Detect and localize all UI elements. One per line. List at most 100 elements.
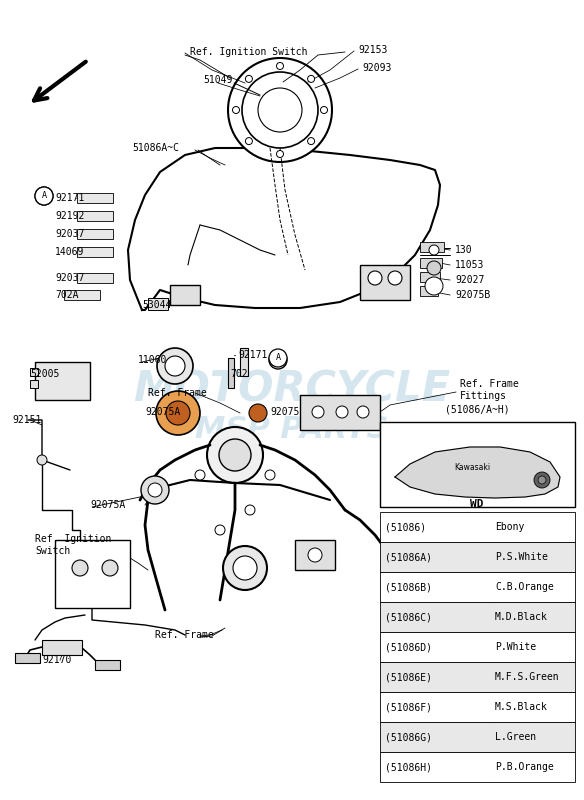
Circle shape bbox=[276, 62, 283, 70]
Circle shape bbox=[249, 404, 267, 422]
Bar bbox=[77, 193, 113, 203]
Text: 92075A: 92075A bbox=[145, 407, 180, 417]
Text: A: A bbox=[41, 191, 47, 201]
Text: 702: 702 bbox=[230, 369, 248, 379]
Bar bbox=[420, 286, 438, 296]
Text: (51086/A~H): (51086/A~H) bbox=[444, 404, 509, 414]
Text: A: A bbox=[276, 355, 280, 365]
Text: 92151: 92151 bbox=[12, 415, 41, 425]
Circle shape bbox=[276, 150, 283, 158]
Text: P.S.White: P.S.White bbox=[495, 552, 548, 562]
Polygon shape bbox=[128, 148, 440, 310]
Bar bbox=[30, 380, 38, 388]
Bar bbox=[420, 258, 442, 268]
Bar bbox=[380, 512, 575, 542]
Text: (51086): (51086) bbox=[385, 522, 426, 532]
Bar bbox=[30, 368, 38, 376]
Text: 11060: 11060 bbox=[138, 355, 168, 365]
Polygon shape bbox=[395, 447, 560, 498]
Circle shape bbox=[245, 138, 252, 145]
Text: (51086B): (51086B) bbox=[385, 582, 432, 592]
Bar bbox=[420, 242, 444, 252]
Text: Ref. Frame
Fittings: Ref. Frame Fittings bbox=[460, 379, 519, 401]
Circle shape bbox=[233, 556, 257, 580]
Circle shape bbox=[312, 406, 324, 418]
Bar bbox=[64, 290, 100, 300]
Bar bbox=[77, 247, 113, 257]
Circle shape bbox=[242, 72, 318, 148]
Text: C.B.Orange: C.B.Orange bbox=[495, 582, 554, 592]
Bar bbox=[380, 542, 575, 572]
Circle shape bbox=[388, 271, 402, 285]
Circle shape bbox=[534, 472, 550, 488]
Circle shape bbox=[141, 476, 169, 504]
Text: (51086C): (51086C) bbox=[385, 612, 432, 622]
Circle shape bbox=[269, 351, 287, 369]
Text: 52005: 52005 bbox=[30, 369, 60, 379]
Bar bbox=[95, 660, 120, 670]
Bar bbox=[15, 653, 40, 663]
Text: 11053: 11053 bbox=[455, 260, 484, 270]
Circle shape bbox=[245, 505, 255, 515]
Circle shape bbox=[308, 548, 322, 562]
Circle shape bbox=[308, 138, 315, 145]
Circle shape bbox=[35, 187, 53, 205]
Bar bbox=[55, 540, 130, 608]
Text: 92075B: 92075B bbox=[455, 290, 490, 300]
Circle shape bbox=[321, 106, 328, 114]
Circle shape bbox=[232, 106, 239, 114]
Text: Kawasaki: Kawasaki bbox=[454, 462, 490, 471]
Circle shape bbox=[156, 391, 200, 435]
Text: (51086F): (51086F) bbox=[385, 702, 432, 712]
Text: 702A: 702A bbox=[55, 290, 78, 300]
Circle shape bbox=[269, 349, 287, 367]
Bar bbox=[380, 662, 575, 692]
Text: 92170: 92170 bbox=[42, 655, 71, 665]
Bar bbox=[300, 395, 380, 430]
Text: Ref. Frame: Ref. Frame bbox=[155, 630, 214, 640]
Circle shape bbox=[228, 58, 332, 162]
Bar bbox=[42, 640, 82, 655]
Text: 92192: 92192 bbox=[55, 211, 84, 221]
Text: 92153: 92153 bbox=[358, 45, 387, 55]
Text: (51086D): (51086D) bbox=[385, 642, 432, 652]
Circle shape bbox=[165, 356, 185, 376]
Circle shape bbox=[368, 271, 382, 285]
Text: MSP PARTS: MSP PARTS bbox=[195, 415, 389, 445]
Circle shape bbox=[102, 560, 118, 576]
Circle shape bbox=[427, 261, 441, 275]
Bar bbox=[228, 358, 234, 388]
Circle shape bbox=[215, 525, 225, 535]
Circle shape bbox=[336, 406, 348, 418]
Bar bbox=[170, 285, 200, 305]
Circle shape bbox=[258, 88, 302, 132]
Text: M.F.S.Green: M.F.S.Green bbox=[495, 672, 559, 682]
Text: (51086H): (51086H) bbox=[385, 762, 432, 772]
Bar bbox=[380, 422, 575, 507]
Bar bbox=[35, 362, 90, 400]
Text: 92093: 92093 bbox=[362, 63, 391, 73]
Text: 92075: 92075 bbox=[270, 407, 300, 417]
Circle shape bbox=[245, 75, 252, 82]
Text: 92037: 92037 bbox=[55, 229, 84, 239]
Bar bbox=[77, 273, 113, 283]
Text: 14069: 14069 bbox=[55, 247, 84, 257]
Text: MOTORCYCLE: MOTORCYCLE bbox=[134, 369, 450, 411]
Circle shape bbox=[72, 560, 88, 576]
Bar bbox=[360, 265, 410, 300]
Circle shape bbox=[219, 439, 251, 471]
Circle shape bbox=[429, 245, 439, 255]
Bar bbox=[295, 540, 335, 570]
Text: L.Green: L.Green bbox=[495, 732, 536, 742]
Text: (51086G): (51086G) bbox=[385, 732, 432, 742]
Text: M.S.Black: M.S.Black bbox=[495, 702, 548, 712]
Circle shape bbox=[37, 455, 47, 465]
Text: P.White: P.White bbox=[495, 642, 536, 652]
Text: Ref. Frame: Ref. Frame bbox=[148, 388, 207, 398]
Text: 92075A: 92075A bbox=[90, 500, 125, 510]
Bar bbox=[77, 211, 113, 221]
Text: Ref. Ignition
Switch: Ref. Ignition Switch bbox=[35, 534, 112, 556]
Circle shape bbox=[223, 546, 267, 590]
Text: Ebony: Ebony bbox=[495, 522, 524, 532]
Circle shape bbox=[265, 470, 275, 480]
